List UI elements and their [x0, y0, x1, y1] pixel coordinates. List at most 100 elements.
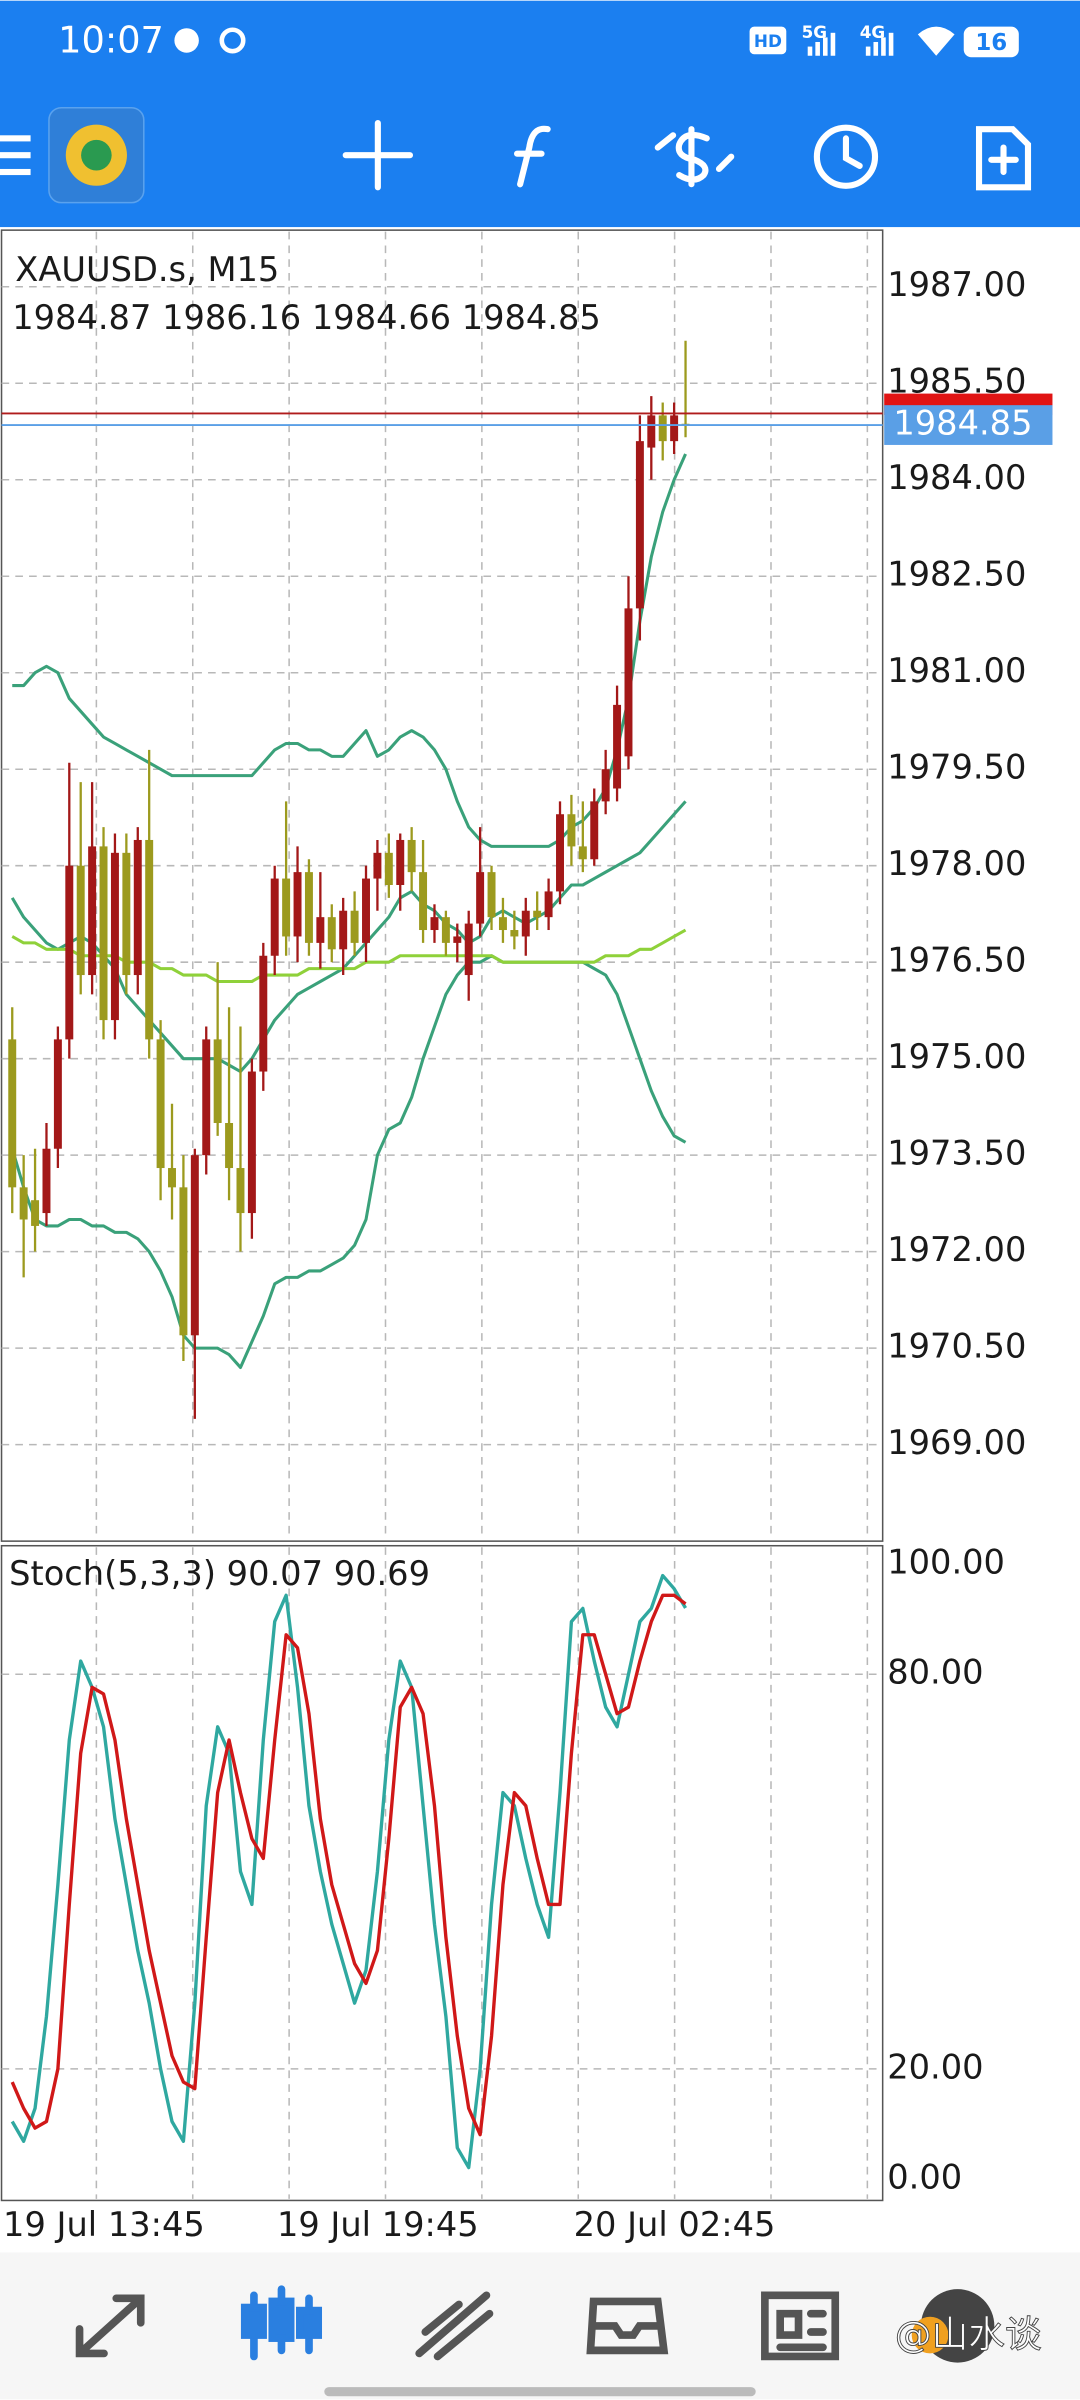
candle-body — [213, 1039, 222, 1124]
watermark: @山水谈 — [895, 2313, 1042, 2356]
indicator-line — [10, 800, 687, 1074]
candle-body — [304, 872, 313, 943]
history-tab[interactable] — [586, 2297, 669, 2355]
candle-body — [179, 1187, 188, 1336]
crosshair-button[interactable] — [342, 120, 414, 191]
y-tick-label: 100.00 — [887, 1543, 1005, 1582]
candle-body — [99, 846, 108, 1021]
candle-body — [236, 1168, 245, 1214]
y-tick-label: 1979.50 — [887, 748, 1026, 787]
y-tick-label: 1987.00 — [887, 265, 1026, 304]
candle-body — [624, 608, 633, 757]
candle-body — [556, 814, 564, 892]
candle-body — [316, 917, 325, 943]
candle-body — [110, 852, 119, 1021]
candle-body — [441, 917, 450, 943]
y-tick-label: 80.00 — [887, 1653, 983, 1692]
home-indicator — [324, 2387, 756, 2397]
candle-body — [601, 769, 610, 802]
indicators-button[interactable] — [513, 125, 551, 188]
y-tick-label: 1973.50 — [887, 1134, 1026, 1173]
bid-label: 1984.85 — [893, 404, 1032, 443]
y-tick-label: 0.00 — [887, 2158, 962, 2197]
candle-body — [567, 814, 576, 847]
candle-body — [647, 415, 656, 448]
candle-body — [42, 1148, 51, 1214]
chart-title: XAUUSD.s, M15 — [15, 250, 279, 289]
news-tab[interactable] — [761, 2291, 840, 2361]
candle-body — [578, 846, 587, 860]
bottom-nav — [0, 2252, 1080, 2400]
candle-body — [76, 865, 85, 976]
y-tick-label: 1969.00 — [887, 1423, 1026, 1462]
chart-tab[interactable] — [240, 2285, 323, 2361]
status-hd: HD — [754, 31, 782, 51]
candle-body — [339, 910, 348, 950]
candle-body — [635, 441, 644, 609]
candle-body — [168, 1168, 176, 1188]
candle-body — [670, 415, 679, 442]
candle-body — [133, 839, 142, 976]
candle-body — [590, 801, 599, 860]
y-tick-label: 1984.00 — [887, 458, 1026, 497]
status-icons: HD 5G 4G 16 — [174, 22, 1019, 58]
y-tick-label: 1976.50 — [887, 941, 1026, 980]
candle-body — [453, 936, 462, 943]
y-tick-label: 1972.00 — [887, 1230, 1026, 1269]
x-tick-label: 19 Jul 13:45 — [3, 2205, 205, 2244]
indicator-line — [10, 1593, 687, 2137]
x-tick-label: 20 Jul 02:45 — [574, 2205, 776, 2244]
toolbar — [0, 106, 1032, 204]
candle-body — [65, 865, 74, 1040]
candle-body — [658, 415, 667, 442]
candle-body — [407, 839, 416, 873]
periods-button[interactable] — [813, 124, 879, 189]
candle-body — [247, 1071, 256, 1214]
candle-body — [362, 878, 370, 943]
quotes-tab[interactable] — [75, 2294, 145, 2358]
candle-body — [521, 910, 530, 937]
candle-body — [510, 930, 519, 937]
candle-body — [613, 704, 622, 789]
candle-body — [225, 1123, 234, 1169]
menu-button[interactable] — [0, 135, 31, 176]
chart-layer: 1969.00 1970.50 1972.00 1973.50 1975.00 1976.… — [1, 265, 1053, 2244]
candle-body — [384, 852, 393, 885]
stoch-title: Stoch(5,3,3) 90.07 90.69 — [9, 1553, 430, 1592]
candle-body — [544, 891, 553, 918]
candle-body — [487, 872, 496, 918]
candle-body — [430, 917, 439, 931]
candle-body — [327, 917, 336, 950]
candle-body — [396, 839, 405, 885]
candle-body — [533, 910, 542, 918]
y-tick-label: 20.00 — [887, 2047, 983, 2086]
candle-body — [8, 1039, 17, 1188]
y-tick-label: 1981.00 — [887, 651, 1026, 690]
candle-body — [88, 846, 97, 976]
ohlc-readout: 1984.87 1986.16 1984.66 1984.85 — [12, 297, 601, 336]
status-network: 4G — [860, 22, 885, 42]
trade-button[interactable] — [654, 126, 735, 188]
candle-body — [293, 872, 302, 937]
y-tick-label: 1982.50 — [887, 555, 1026, 594]
candle-body — [419, 872, 428, 931]
status-network: 5G — [802, 22, 827, 42]
new-document-button[interactable] — [975, 126, 1032, 191]
candle-body — [190, 1155, 199, 1336]
trade-tab[interactable] — [415, 2291, 494, 2361]
status-battery: 16 — [975, 30, 1007, 56]
candle-body — [202, 1039, 211, 1156]
candle-body — [476, 872, 485, 924]
candle-body — [53, 1039, 62, 1149]
y-tick-label: 1975.00 — [887, 1037, 1026, 1076]
candle-body — [350, 910, 359, 943]
candle-body — [31, 1200, 40, 1226]
candle-body — [282, 878, 291, 937]
candle-body — [19, 1187, 28, 1220]
bid-box — [884, 405, 1053, 445]
candle-body — [156, 1039, 165, 1169]
y-tick-label: 1970.50 — [887, 1327, 1026, 1366]
y-tick-label: 1978.00 — [887, 844, 1026, 883]
indicator-line — [10, 1573, 687, 2170]
